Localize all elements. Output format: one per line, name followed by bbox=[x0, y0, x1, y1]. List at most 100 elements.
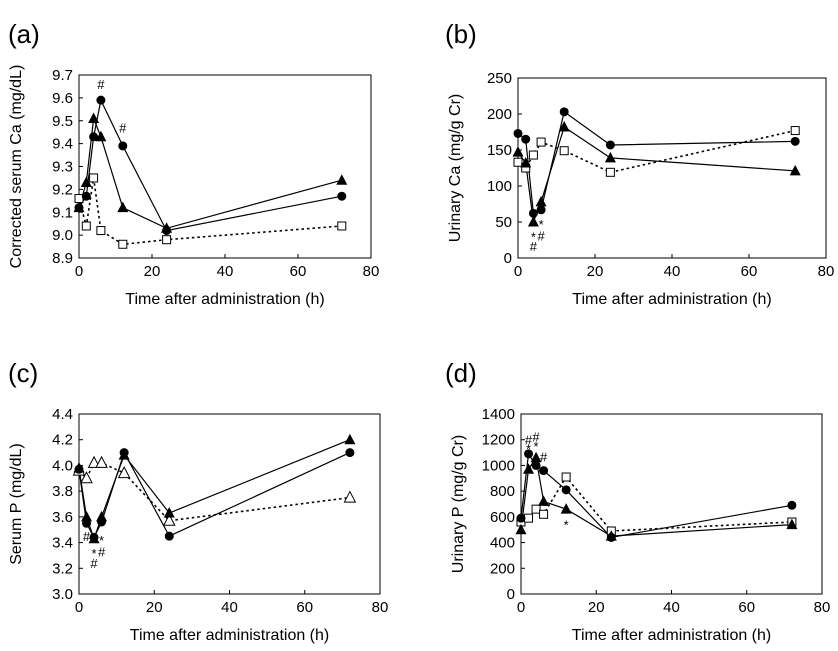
y-tick-label: 3.6 bbox=[52, 509, 73, 526]
panel-c: (c) 3.0 3.2 3.4 3.6 3.8 4.0 4.2 4.4 0 20 40 60 80 Time… bbox=[8, 358, 388, 644]
x-tick-label: 60 bbox=[290, 263, 307, 280]
series-line-circle bbox=[517, 110, 796, 215]
x-tick-label: 0 bbox=[514, 263, 522, 280]
x-tick-label: 80 bbox=[814, 599, 831, 616]
y-tick-label: 100 bbox=[487, 178, 512, 195]
y-tick-label: 4.0 bbox=[52, 457, 73, 474]
significance-hash: # bbox=[97, 77, 105, 92]
data-point-circle bbox=[524, 449, 534, 459]
x-tick-label: 60 bbox=[738, 599, 755, 616]
data-point-open-square bbox=[118, 239, 128, 249]
y-tick-label: 3.0 bbox=[52, 586, 73, 603]
data-point-triangle bbox=[161, 222, 173, 233]
series-line-square-open bbox=[517, 129, 796, 174]
data-point-circle bbox=[89, 132, 99, 142]
y-axis-title: Urinary P (mg/g Cr) bbox=[450, 435, 467, 573]
x-axis-title: Time after administration (h) bbox=[125, 291, 324, 308]
data-point-triangle bbox=[73, 462, 85, 473]
data-point-circle bbox=[164, 531, 174, 541]
x-tick-label: 60 bbox=[741, 263, 758, 280]
significance-hash: # bbox=[90, 556, 98, 571]
x-axis-title: Time after administration (h) bbox=[130, 627, 329, 644]
y-tick-label: 1200 bbox=[482, 432, 515, 449]
significance-star: * bbox=[539, 217, 544, 232]
data-point-open-square bbox=[81, 221, 91, 231]
significance-hash: # bbox=[119, 121, 127, 136]
data-point-triangle bbox=[88, 532, 100, 544]
series-line-circle bbox=[520, 452, 793, 539]
y-tick-label: 3.8 bbox=[52, 483, 73, 500]
panel-label: (b) bbox=[445, 19, 477, 49]
data-point-triangle bbox=[96, 510, 108, 522]
x-tick-label: 80 bbox=[818, 263, 835, 280]
data-point-triangle bbox=[118, 449, 130, 460]
significance-star: * bbox=[92, 546, 97, 561]
plot-frame bbox=[78, 413, 381, 595]
y-axis-title: Corrected serum Ca (mg/dL) bbox=[8, 65, 25, 269]
data-point-circle bbox=[536, 205, 546, 215]
data-point-open-square bbox=[96, 226, 106, 236]
y-tick-label: 4.4 bbox=[52, 406, 73, 423]
y-tick-label: 9.6 bbox=[52, 90, 73, 107]
data-point-triangle bbox=[604, 151, 616, 163]
significance-hash: # bbox=[540, 449, 548, 464]
significance-star: * bbox=[564, 518, 569, 533]
data-point-open-square bbox=[531, 504, 541, 514]
significance-hash: # bbox=[530, 239, 538, 254]
data-point-open-triangle bbox=[343, 490, 357, 503]
data-point-triangle bbox=[336, 174, 348, 185]
panel-label: (c) bbox=[8, 358, 38, 388]
y-tick-label: 1400 bbox=[482, 406, 515, 423]
panel-d: (d) 0 200 400 600 800 1000 1200 1400 0 20 40 60 80 Tim… bbox=[445, 358, 830, 644]
x-tick-label: 20 bbox=[587, 263, 604, 280]
y-tick-label: 50 bbox=[495, 214, 512, 231]
x-tick-label: 80 bbox=[372, 599, 389, 616]
data-point-triangle bbox=[117, 201, 129, 213]
data-point-open-square bbox=[89, 173, 99, 183]
y-tick-label: 3.2 bbox=[52, 560, 73, 577]
panel-label: (a) bbox=[8, 19, 40, 49]
y-tick-label: 0 bbox=[507, 586, 515, 603]
data-point-triangle bbox=[523, 463, 535, 474]
data-point-circle bbox=[528, 208, 538, 218]
data-point-circle bbox=[345, 448, 355, 458]
y-tick-label: 9.5 bbox=[52, 113, 73, 130]
x-tick-label: 20 bbox=[144, 263, 161, 280]
data-point-open-triangle bbox=[117, 466, 131, 479]
data-point-open-square bbox=[162, 235, 172, 245]
data-point-triangle bbox=[605, 530, 617, 541]
data-point-open-square bbox=[605, 167, 615, 177]
plot-frame bbox=[78, 74, 372, 259]
plot-frame bbox=[517, 77, 827, 259]
series-line-triangle bbox=[78, 439, 351, 541]
y-tick-label: 9.3 bbox=[52, 159, 73, 176]
data-point-open-triangle bbox=[87, 455, 101, 468]
data-point-circle bbox=[516, 513, 526, 523]
y-tick-label: 200 bbox=[487, 106, 512, 123]
data-point-triangle bbox=[789, 164, 801, 176]
x-axis-title: Time after administration (h) bbox=[572, 291, 771, 308]
data-point-open-square bbox=[524, 513, 534, 523]
data-point-open-triangle bbox=[162, 513, 176, 526]
data-point-circle bbox=[96, 95, 106, 105]
data-point-triangle bbox=[73, 201, 85, 213]
data-point-circle bbox=[118, 141, 128, 151]
y-tick-label: 600 bbox=[490, 509, 515, 526]
series-line-square-open bbox=[520, 475, 792, 532]
significance-hash: # bbox=[537, 229, 545, 244]
y-tick-label: 0 bbox=[504, 250, 512, 267]
y-tick-label: 9.7 bbox=[52, 67, 73, 84]
series-line-triangle bbox=[517, 126, 796, 223]
x-tick-label: 0 bbox=[75, 599, 83, 616]
data-point-open-square bbox=[561, 472, 571, 482]
data-point-circle bbox=[605, 140, 615, 150]
y-tick-label: 9.1 bbox=[52, 204, 73, 221]
significance-star: * bbox=[99, 533, 104, 548]
data-point-triangle bbox=[515, 523, 527, 535]
data-point-circle bbox=[513, 128, 523, 138]
x-axis-title: Time after administration (h) bbox=[572, 627, 771, 644]
significance-hash: # bbox=[83, 529, 91, 544]
x-tick-label: 40 bbox=[663, 599, 680, 616]
significance-hash: # bbox=[525, 433, 533, 448]
y-tick-label: 9.0 bbox=[52, 227, 73, 244]
